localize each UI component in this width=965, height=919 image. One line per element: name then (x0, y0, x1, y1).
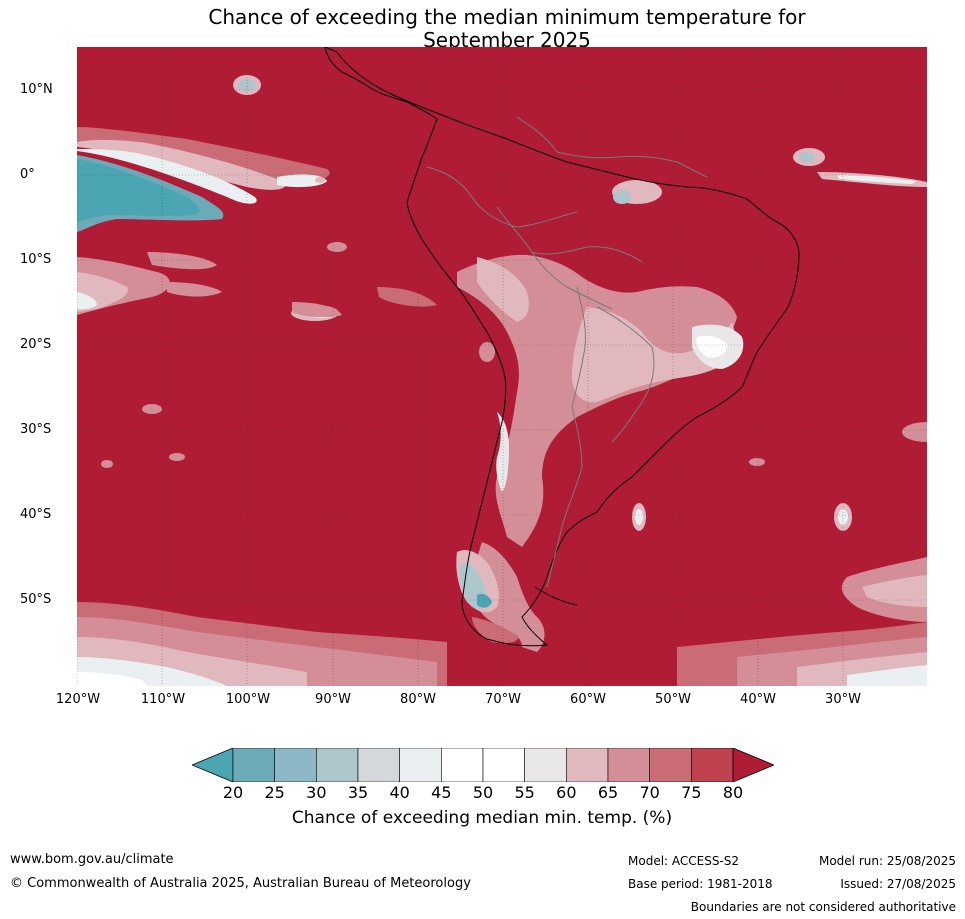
colorbar-box (691, 747, 734, 783)
lon-label-60w: 60°W (570, 692, 606, 707)
lat-label-10n: 10°N (20, 82, 53, 97)
colorbar-svg (190, 747, 776, 783)
colorbar-tick-label: 55 (514, 783, 535, 802)
title-line-2: September 2025 (423, 28, 591, 52)
lon-label-40w: 40°W (740, 692, 776, 707)
copyright-text: © Commonwealth of Australia 2025, Austra… (10, 876, 471, 891)
lon-label-110w: 110°W (140, 692, 186, 707)
colorbar-box (441, 747, 484, 783)
coastlines (324, 47, 800, 647)
lat-label-10s: 10°S (20, 252, 52, 267)
lon-label-90w: 90°W (315, 692, 351, 707)
colorbar-box (232, 747, 275, 783)
lat-label-50s: 50°S (20, 592, 52, 607)
colorbar-tick-label: 20 (222, 783, 244, 802)
lon-label-30w: 30°W (825, 692, 861, 707)
colorbar-tick-label: 45 (431, 783, 452, 802)
base-period-text: Base period: 1981-2018 (628, 877, 773, 891)
graticule (77, 47, 927, 686)
lon-label-70w: 70°W (485, 692, 521, 707)
colorbar-tick-label: 35 (347, 783, 369, 802)
small-anomaly-spots (101, 75, 927, 531)
southern-ocean-anomaly (77, 557, 927, 686)
colorbar-arrow-high (732, 747, 776, 783)
colorbar-arrow-low (190, 747, 234, 783)
colorbar-tick-label: 60 (556, 783, 577, 802)
colorbar-tick-label: 75 (681, 783, 702, 802)
southeast-pacific-anomaly (77, 252, 437, 318)
colorbar-box (357, 747, 400, 783)
colorbar-box (399, 747, 442, 783)
colorbar-tick-label: 25 (264, 783, 285, 802)
lat-label-20s: 20°S (20, 337, 52, 352)
lat-label-0: 0° (20, 167, 35, 182)
colorbar-box (482, 747, 525, 783)
colorbar-tick-label: 30 (306, 783, 327, 802)
colorbar-label: Chance of exceeding median min. temp. (%… (291, 808, 673, 828)
probability-map (77, 47, 927, 686)
lon-label-120w: 120°W (55, 692, 101, 707)
lat-label-30s: 30°S (20, 422, 52, 437)
colorbar-box (607, 747, 650, 783)
colorbar-tick-label: 65 (597, 783, 619, 802)
colorbar-box (649, 747, 692, 783)
colorbar-box (316, 747, 359, 783)
colorbar (190, 747, 776, 783)
title-line-1: Chance of exceeding the median minimum t… (208, 5, 806, 29)
lon-label-50w: 50°W (655, 692, 691, 707)
chart-title: Chance of exceeding the median minimum t… (0, 6, 965, 52)
colorbar-tick-label: 70 (639, 783, 660, 802)
map-canvas (77, 47, 927, 686)
colorbar-box (274, 747, 317, 783)
lon-label-100w: 100°W (225, 692, 271, 707)
colorbar-tick-label: 50 (472, 783, 494, 802)
lon-label-80w: 80°W (400, 692, 436, 707)
lat-label-40s: 40°S (20, 507, 52, 522)
galapagos-spot (315, 177, 325, 183)
model-text: Model: ACCESS-S2 (628, 854, 740, 868)
model-run-text: Model run: 25/08/2025 (818, 854, 956, 868)
website-text: www.bom.gov.au/climate (10, 852, 174, 867)
colorbar-tick-label: 40 (389, 783, 410, 802)
colorbar-box (524, 747, 567, 783)
disclaimer-text: Boundaries are not considered authoritat… (690, 900, 956, 914)
issued-text: Issued: 27/08/2025 (840, 877, 956, 891)
colorbar-box (566, 747, 609, 783)
country-borders (426, 116, 708, 588)
colorbar-tick-label: 80 (722, 783, 744, 802)
